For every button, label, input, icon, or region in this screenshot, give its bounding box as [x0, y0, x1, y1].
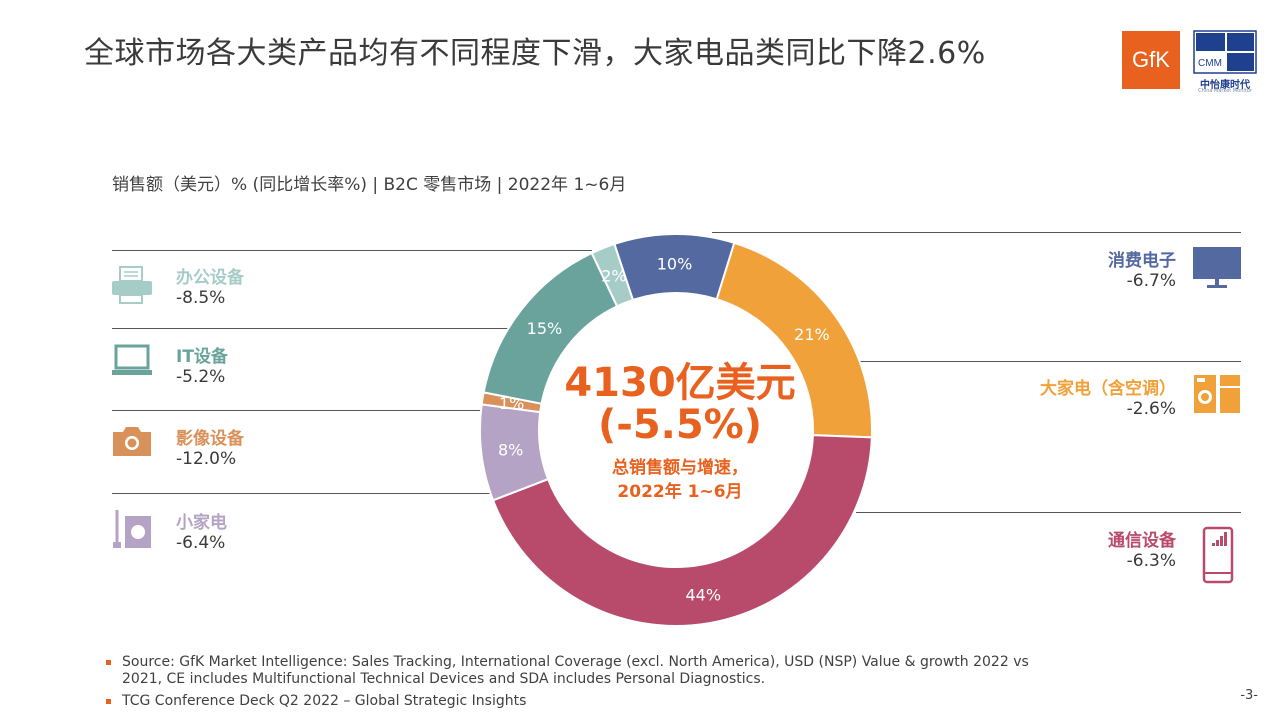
category-growth: -5.2%: [176, 367, 226, 387]
category-growth: -2.6%: [1126, 399, 1176, 419]
category-name: 消费电子: [1108, 251, 1176, 271]
left-divider-1: [112, 250, 592, 251]
category-name: 小家电: [176, 513, 227, 533]
left-divider-4: [112, 493, 504, 494]
category-name: IT设备: [176, 347, 228, 367]
right-divider-1: [712, 232, 1241, 233]
category-telecom: 通信设备 -6.3%: [1108, 526, 1176, 571]
printer-icon: [111, 265, 153, 309]
cmm-logo-name: 中怡康时代: [1200, 80, 1250, 91]
category-it-equipment: IT设备 -5.2%: [176, 342, 228, 387]
cmm-logo-subtext: China Market Monitor: [1198, 88, 1252, 94]
donut-slice: [590, 242, 635, 308]
footnote-source: Source: GfK Market Intelligence: Sales T…: [106, 654, 1036, 688]
total-growth-value: (-5.5%): [597, 402, 763, 448]
footnote-deck: TCG Conference Deck Q2 2022 – Global Str…: [106, 693, 1036, 710]
page-number: -3-: [1240, 688, 1258, 703]
cmm-logo-mark-icon: CMM: [1193, 30, 1257, 74]
footnotes: Source: GfK Market Intelligence: Sales T…: [106, 654, 1036, 715]
bullet-icon: [106, 699, 111, 704]
category-name: 大家电（含空调）: [1040, 379, 1176, 399]
category-small-appliances: 小家电 -6.4%: [176, 508, 227, 553]
chart-subtitle: 销售额（美元）% (同比增长率%) | B2C 零售市场 | 2022年 1~6…: [112, 175, 627, 195]
gfk-logo: GfK: [1122, 31, 1180, 89]
appliance-icon: [1194, 375, 1242, 419]
slice-label: 8%: [498, 441, 523, 460]
category-growth: -12.0%: [176, 449, 237, 469]
slice-label: 21%: [794, 325, 830, 344]
footnote-text: TCG Conference Deck Q2 2022 – Global Str…: [122, 693, 527, 709]
gfk-logo-text: GfK: [1132, 47, 1170, 72]
cmm-logo: CMM 中怡康时代 China Market Monitor: [1193, 30, 1257, 94]
center-caption-line1: 总销售额与增速，: [612, 458, 748, 478]
category-growth: -6.3%: [1126, 551, 1176, 571]
tv-icon: [1193, 247, 1241, 293]
slice-label: 2%: [601, 267, 626, 286]
slice-label: 10%: [657, 255, 693, 274]
right-divider-2: [860, 361, 1241, 362]
footnote-text: Source: GfK Market Intelligence: Sales T…: [122, 654, 1029, 687]
donut-slice: [491, 434, 873, 627]
mixer-icon: [111, 508, 153, 554]
slice-label: 44%: [685, 585, 721, 604]
camera-icon: [111, 424, 153, 462]
left-divider-3: [112, 410, 484, 411]
bullet-icon: [106, 660, 111, 665]
phone-icon: [1202, 526, 1234, 588]
total-sales-value: 4130亿美元: [564, 360, 796, 406]
category-growth: -6.4%: [176, 533, 226, 553]
category-growth: -6.7%: [1126, 271, 1176, 291]
category-consumer-electronics: 消费电子 -6.7%: [1108, 246, 1176, 291]
slice-label: 15%: [527, 319, 563, 338]
left-divider-2: [112, 328, 512, 329]
category-office-equipment: 办公设备 -8.5%: [176, 263, 244, 308]
category-name: 通信设备: [1108, 531, 1176, 551]
cmm-logo-text: CMM: [1198, 58, 1222, 69]
category-major-appliances: 大家电（含空调） -2.6%: [1040, 374, 1176, 419]
page-title: 全球市场各大类产品均有不同程度下滑，大家电品类同比下降2.6%: [84, 36, 986, 71]
center-caption: 总销售额与增速， 2022年 1~6月: [530, 456, 830, 504]
laptop-icon: [111, 344, 153, 382]
category-growth: -8.5%: [176, 288, 226, 308]
center-caption-line2: 2022年 1~6月: [617, 482, 743, 502]
category-imaging-equipment: 影像设备 -12.0%: [176, 424, 244, 469]
category-name: 影像设备: [176, 429, 244, 449]
right-divider-3: [856, 512, 1241, 513]
category-name: 办公设备: [176, 268, 244, 288]
